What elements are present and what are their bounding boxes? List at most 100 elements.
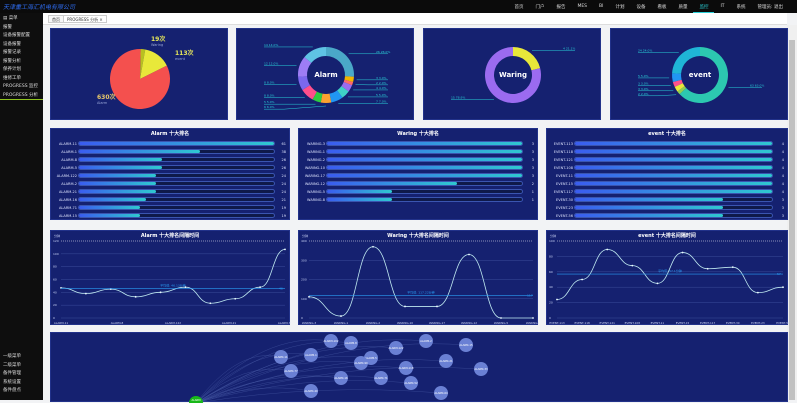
y-tick-label: 0 xyxy=(549,316,551,320)
data-point[interactable] xyxy=(234,298,236,300)
bar-fill xyxy=(575,214,723,217)
nav-item[interactable]: 报告 xyxy=(550,0,571,13)
donut-slice-label: 5 5.0% xyxy=(264,100,275,104)
nav-item[interactable]: 质量 xyxy=(672,0,693,13)
bar-fill xyxy=(79,166,162,169)
nav-item[interactable]: BI xyxy=(593,0,609,13)
nav-item[interactable]: 看板 xyxy=(651,0,672,13)
pie-series-name: Alarm xyxy=(97,101,108,105)
sidebar-section-alarm[interactable]: 报警 xyxy=(0,24,43,33)
sidebar-item[interactable]: PROGRESS 分析 xyxy=(0,92,43,101)
nav-item[interactable]: 监控 xyxy=(693,0,714,13)
bar-label: WARING-2 xyxy=(301,158,325,162)
nav-item[interactable]: 首页 xyxy=(508,0,529,13)
data-point[interactable] xyxy=(372,246,374,248)
data-point[interactable] xyxy=(436,306,438,308)
data-point[interactable] xyxy=(682,252,684,254)
data-point[interactable] xyxy=(468,254,470,256)
sidebar-item[interactable]: 设备报警 xyxy=(0,41,43,50)
bar-value: 1 xyxy=(532,198,534,202)
y-tick-label: 20 xyxy=(53,303,57,307)
bar-track xyxy=(78,205,275,210)
data-point[interactable] xyxy=(606,249,608,251)
donut-slice[interactable] xyxy=(321,94,331,103)
sidebar-bottom-item[interactable]: 系统设置 xyxy=(0,379,43,388)
sidebar-item[interactable]: PROGRESS 监控 xyxy=(0,83,43,92)
data-point[interactable] xyxy=(500,317,502,319)
nav-item[interactable]: 计划 xyxy=(609,0,630,13)
donut-slice-label: 6 6.0% xyxy=(264,105,275,109)
data-point[interactable] xyxy=(532,317,534,319)
y-tick-label: 120 xyxy=(53,239,59,243)
event-donut-chart: 63 63.0%2 2.0%3 3.0%3 3.0%5 5.0%24 24.0%… xyxy=(611,29,789,121)
nav-item[interactable]: 设备 xyxy=(630,0,651,13)
graph-node-label: ALARM-64 xyxy=(434,391,448,395)
series-line xyxy=(61,249,285,303)
sidebar-menu-header[interactable]: ▤ 菜单 xyxy=(0,15,43,24)
sidebar-bottom-item[interactable]: 备件盘点 xyxy=(0,387,43,396)
nav-item[interactable]: MES xyxy=(571,0,593,13)
y-tick-label: 400 xyxy=(301,239,307,243)
sidebar-item[interactable]: 报警分析 xyxy=(0,58,43,67)
bar-track xyxy=(574,205,773,210)
data-point[interactable] xyxy=(284,248,286,250)
sidebar-item[interactable]: 报警记录 xyxy=(0,49,43,58)
sidebar-item[interactable]: 维修工单 xyxy=(0,75,43,84)
user-logout[interactable]: 管理员: 退出 xyxy=(752,0,789,13)
bar-value: 4 xyxy=(782,182,784,186)
data-point[interactable] xyxy=(135,296,137,298)
scrollbar-thumb[interactable] xyxy=(789,40,795,400)
bar-fill xyxy=(575,174,772,177)
graph-edge xyxy=(196,366,406,403)
data-point[interactable] xyxy=(308,296,310,298)
graph-node-label: ALARM-122 xyxy=(389,346,404,350)
data-point[interactable] xyxy=(85,293,87,295)
donut-slice[interactable] xyxy=(672,47,700,74)
data-point[interactable] xyxy=(259,286,261,288)
bar-fill xyxy=(327,158,522,161)
data-point[interactable] xyxy=(209,302,211,304)
sidebar-bottom-item[interactable]: 一级菜单 xyxy=(0,353,43,362)
data-point[interactable] xyxy=(707,268,709,270)
data-point[interactable] xyxy=(404,306,406,308)
bar-value: 61 xyxy=(282,142,286,146)
y-tick-label: 80 xyxy=(53,265,57,269)
sidebar-item[interactable]: 设备报警配置 xyxy=(0,32,43,41)
y-tick-label: 100 xyxy=(53,252,59,256)
alarm-interval-title: Alarm 十大排名间隔时间 xyxy=(51,232,289,239)
sidebar-bottom-item[interactable]: 二级菜单 xyxy=(0,362,43,371)
tab-progress-analysis[interactable]: PROGRESS 分析 × xyxy=(63,15,107,23)
tab-home[interactable]: 首页 xyxy=(48,15,64,23)
data-point[interactable] xyxy=(581,279,583,281)
bar-track xyxy=(574,189,773,194)
nav-item[interactable]: 门户 xyxy=(529,0,550,13)
sidebar-bottom-item[interactable]: 备件管理 xyxy=(0,370,43,379)
bar-fill xyxy=(575,158,772,161)
data-point[interactable] xyxy=(631,265,633,267)
bar-label: EVENT-108 xyxy=(549,166,573,170)
relation-graph[interactable]: ALARM-11ALARM-1ALARM-8ALARM-5ALARM-122AL… xyxy=(51,333,789,403)
data-point[interactable] xyxy=(782,286,784,288)
data-point[interactable] xyxy=(160,291,162,293)
nav-item[interactable]: 系统 xyxy=(731,0,752,13)
bar-label: ALARM-71 xyxy=(53,206,77,210)
bar-value: 24 xyxy=(282,190,286,194)
donut-slice-label: 26 26.0% xyxy=(376,50,390,54)
data-point[interactable] xyxy=(340,315,342,317)
data-point[interactable] xyxy=(732,266,734,268)
sidebar-item[interactable]: 保养计划 xyxy=(0,66,43,75)
data-point[interactable] xyxy=(657,282,659,284)
graph-node-label: ALARM-71 xyxy=(374,376,388,380)
donut-slice-label: 2 2.0% xyxy=(376,81,387,85)
data-point[interactable] xyxy=(556,299,558,301)
data-point[interactable] xyxy=(757,292,759,294)
donut-slice-label: 3 3.0% xyxy=(376,76,387,80)
bar-fill xyxy=(575,166,772,169)
bar-label: WARING-5 xyxy=(301,190,325,194)
bar-label: EVENT-11 xyxy=(549,174,573,178)
nav-item[interactable]: IT xyxy=(714,0,730,13)
